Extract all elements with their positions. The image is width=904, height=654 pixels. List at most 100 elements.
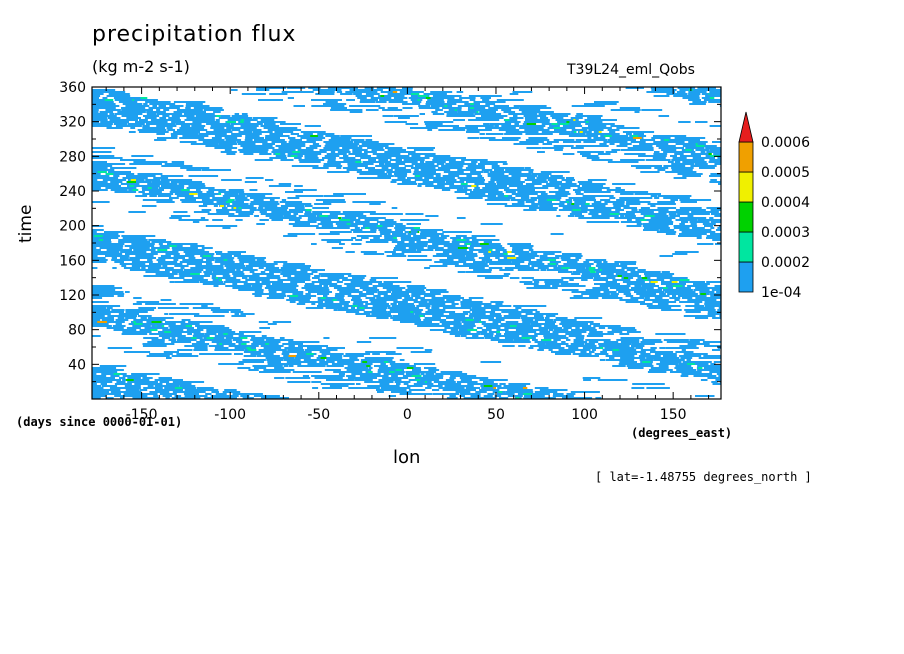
precip-segment [459,377,489,379]
precip-segment [350,281,382,283]
precip-segment [676,369,697,371]
precip-segment [317,299,335,301]
precip-segment [423,93,447,95]
precip-segment [591,159,613,161]
precip-segment [615,187,621,189]
precip-maximum [641,277,648,279]
precip-segment [262,143,275,145]
precip-segment [251,337,275,339]
precip-segment [320,275,345,277]
precip-segment [372,285,400,287]
precip-segment [389,309,423,311]
precip-segment [288,341,320,343]
precip-segment [372,353,380,355]
precip-segment [575,337,585,339]
precip-segment [371,149,385,151]
precip-segment [553,393,564,395]
precip-segment [287,233,316,235]
precip-segment [716,229,721,231]
precip-segment [595,271,628,273]
precip-segment [403,383,409,385]
precip-segment [261,335,267,337]
precip-segment [293,213,299,215]
precip-segment [441,189,451,191]
precip-segment [169,281,175,283]
precip-segment [180,323,200,325]
precip-segment [619,143,632,145]
precip-segment [232,273,245,275]
precip-segment [215,393,227,395]
precip-segment [382,287,406,289]
precip-segment [265,267,280,269]
precip-segment [330,107,347,109]
precip-segment [674,251,699,253]
precip-segment [92,115,117,117]
precip-segment [420,233,444,235]
precip-segment [488,319,505,321]
precip-segment [127,381,158,383]
precip-segment [482,99,490,101]
precip-segment [288,209,309,211]
precip-segment [680,357,693,359]
precip-segment [382,377,409,379]
precip-segment [515,195,530,197]
precip-segment [323,201,346,203]
precip-segment [168,339,177,341]
precip-segment [474,113,502,115]
precip-segment [461,159,488,161]
precip-maximum [140,97,148,99]
precip-segment [109,387,141,389]
precip-segment [565,333,582,335]
precip-segment [487,393,495,395]
precip-segment [234,353,243,355]
precip-segment [463,397,496,399]
precip-segment [179,275,211,277]
precip-segment [381,167,389,169]
precip-segment [534,315,544,317]
precip-segment [265,135,290,137]
precip-segment [271,141,287,143]
precip-segment [394,175,407,177]
precip-segment [490,177,521,179]
precip-segment [430,237,447,239]
precip-segment [584,103,617,105]
precip-segment [92,233,119,235]
precip-segment [343,155,349,157]
x-tick-label: -100 [214,407,246,423]
precip-segment [238,193,273,195]
precip-segment [540,117,549,119]
precip-segment [537,343,546,345]
precip-segment [109,119,138,121]
precip-segment [481,247,505,249]
precip-segment [318,355,327,357]
precip-segment [646,305,681,307]
precip-segment [566,261,578,263]
precip-segment [169,197,179,199]
precip-segment [656,231,677,233]
precip-segment [505,321,519,323]
precip-maximum [546,199,557,201]
precip-segment [680,375,689,377]
precip-segment [342,147,363,149]
precip-segment [490,179,521,181]
precip-segment [236,207,257,209]
precip-segment [297,365,326,367]
precip-segment [105,187,137,189]
precip-segment [661,281,675,283]
precip-segment [261,397,289,399]
precip-segment [537,195,568,197]
precip-segment [134,383,163,385]
precip-segment [92,297,103,299]
precip-segment [122,331,152,333]
precip-segment [222,207,228,209]
precip-segment [463,323,475,325]
precip-segment [216,343,236,345]
precip-segment [678,121,691,123]
precip-segment [567,203,574,205]
precip-segment [553,339,561,341]
precip-segment [147,317,174,319]
precip-segment [694,163,708,165]
precip-segment [619,299,639,301]
precip-segment [598,327,606,329]
precip-segment [487,173,505,175]
